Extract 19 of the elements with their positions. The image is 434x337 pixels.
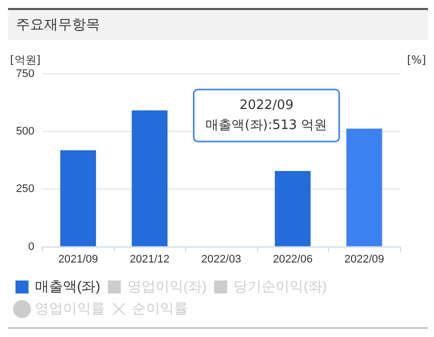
x-tick-label: 2021/09 bbox=[58, 253, 98, 266]
bar bbox=[132, 110, 168, 246]
x-tick-label: 2022/03 bbox=[201, 253, 242, 266]
y-tick-label: 750 bbox=[16, 68, 34, 80]
y2-axis-title: [%] bbox=[406, 53, 426, 66]
bar bbox=[274, 171, 311, 246]
x-tick-label: 2021/12 bbox=[130, 253, 170, 266]
annotation: 2022/09 bbox=[239, 98, 294, 113]
x-tick-label: 2022/09 bbox=[344, 253, 384, 266]
chart-title: 주요재무항목 bbox=[8, 8, 428, 40]
legend-label: 매출액(좌) bbox=[35, 278, 100, 294]
y-tick-label: 500 bbox=[16, 126, 34, 138]
y-axis-title: [억원] bbox=[10, 53, 41, 66]
annotation: 매출액(좌):513 억원 bbox=[206, 118, 328, 133]
y-tick-label: 0 bbox=[28, 240, 34, 253]
y-tick-label: 250 bbox=[16, 183, 34, 196]
bar bbox=[346, 128, 382, 246]
x-tick-label: 2022/06 bbox=[272, 253, 313, 266]
bar bbox=[60, 150, 96, 246]
